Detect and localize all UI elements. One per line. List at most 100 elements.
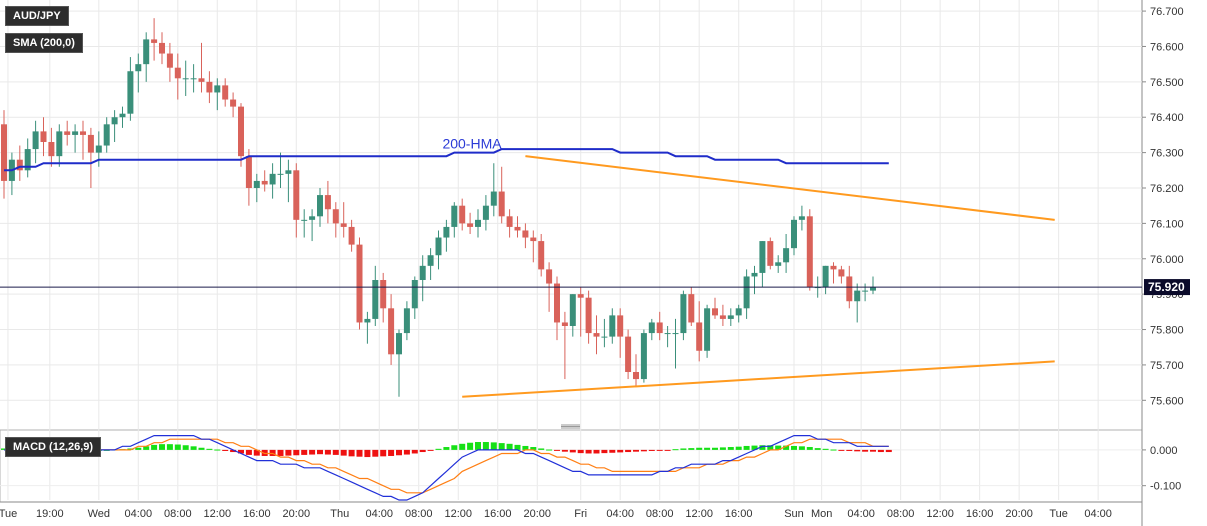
candle-body xyxy=(261,180,268,185)
candle-body xyxy=(838,269,845,277)
candle-body xyxy=(640,333,647,380)
macd-histogram-bar xyxy=(862,449,869,452)
macd-histogram-bar xyxy=(791,445,797,450)
macd-histogram-bar xyxy=(633,449,639,452)
candle-body xyxy=(743,276,750,309)
macd-histogram-bar xyxy=(419,449,426,453)
candle-body xyxy=(95,145,102,153)
macd-histogram-bar xyxy=(648,449,655,451)
candle-body xyxy=(253,180,260,188)
candle-body xyxy=(174,67,181,79)
candle-body xyxy=(135,64,142,72)
macd-histogram-bar xyxy=(759,445,766,450)
candle-body xyxy=(285,170,292,174)
candle-body xyxy=(40,131,47,142)
macd-histogram-bar xyxy=(293,449,300,456)
candle-body xyxy=(309,216,316,220)
candle-body xyxy=(806,216,813,288)
x-tick-label: Wed xyxy=(88,508,110,520)
candle-body xyxy=(396,333,402,355)
hma-annotation: 200-HMA xyxy=(442,136,502,152)
macd-histogram-bar xyxy=(672,449,679,451)
macd-histogram-bar xyxy=(245,449,252,455)
candle-body xyxy=(435,237,442,256)
candle-body xyxy=(854,290,861,302)
candle-body xyxy=(340,223,347,227)
candle-body xyxy=(719,315,726,319)
candle-body xyxy=(127,71,134,114)
candle-body xyxy=(166,53,173,68)
x-tick-label: 04:00 xyxy=(365,508,393,520)
candle-body xyxy=(198,78,205,82)
candle-body xyxy=(554,283,560,323)
candle-body xyxy=(214,85,221,93)
macd-histogram-bar xyxy=(577,449,584,454)
macd-histogram-bar xyxy=(190,446,197,450)
candle-body xyxy=(735,308,742,316)
candle-body xyxy=(688,294,695,323)
macd-histogram-bar xyxy=(482,442,489,450)
x-tick-label: 12:00 xyxy=(204,508,232,520)
macd-histogram-bar xyxy=(356,449,363,457)
y-tick-label: 75.600 xyxy=(1150,395,1184,407)
candle-body xyxy=(80,131,86,135)
macd-histogram-bar xyxy=(332,449,339,455)
candle-body xyxy=(451,205,458,227)
candle-body xyxy=(569,294,576,326)
candle-body xyxy=(759,241,766,273)
x-tick-label: Tue xyxy=(1049,508,1068,520)
candle-body xyxy=(704,308,711,351)
macd-histogram-bar xyxy=(1,448,7,450)
macd-signal-line xyxy=(4,438,889,494)
candle-body xyxy=(561,322,568,326)
candle-body xyxy=(332,209,339,224)
current-price-tag xyxy=(1144,279,1190,296)
macd-histogram-bar xyxy=(135,447,142,450)
candle-body xyxy=(16,159,23,171)
candle-body xyxy=(490,191,497,206)
macd-histogram-bar xyxy=(877,449,884,453)
macd-tick-label: 0.000 xyxy=(1150,445,1178,457)
macd-histogram-bar xyxy=(609,449,616,453)
x-tick-label: 20:00 xyxy=(523,508,551,520)
macd-histogram-bar xyxy=(309,449,316,455)
y-tick-label: 75.700 xyxy=(1150,360,1184,372)
x-tick-label: 16:00 xyxy=(966,508,994,520)
y-tick-label: 76.300 xyxy=(1150,148,1184,160)
macd-histogram-bar xyxy=(522,445,529,450)
candle-body xyxy=(56,131,63,157)
macd-line xyxy=(4,435,889,501)
x-tick-label: 19:00 xyxy=(36,508,64,520)
candle-body xyxy=(593,333,600,337)
candle-body xyxy=(459,205,466,224)
x-tick-label: 04:00 xyxy=(606,508,634,520)
candle-body xyxy=(293,170,300,220)
candle-body xyxy=(482,205,489,220)
macd-histogram-bar xyxy=(443,447,450,450)
candle-body xyxy=(111,117,118,125)
macd-histogram-bar xyxy=(664,449,671,451)
macd-histogram-bar xyxy=(719,447,726,450)
candle-body xyxy=(403,308,410,334)
macd-label: MACD (12,26,9) xyxy=(5,437,102,457)
macd-histogram-bar xyxy=(159,444,165,450)
symbol-label: AUD/JPY xyxy=(5,6,69,26)
candle-body xyxy=(103,124,110,146)
macd-histogram-bar xyxy=(838,449,845,451)
macd-tick-label: -0.100 xyxy=(1150,481,1181,493)
candle-body xyxy=(791,219,797,249)
x-tick-label: 16:00 xyxy=(484,508,512,520)
macd-histogram-bar xyxy=(143,446,150,450)
candle-body xyxy=(775,262,782,266)
macd-histogram-bar xyxy=(751,445,758,450)
grid xyxy=(0,0,1143,526)
candle-body xyxy=(830,265,837,270)
candle-body xyxy=(633,372,639,380)
macd-histogram-bar xyxy=(459,443,466,450)
x-tick-label: 08:00 xyxy=(405,508,433,520)
candle-body xyxy=(411,280,418,309)
macd-histogram-bar xyxy=(166,444,173,450)
x-tick-label: Thu xyxy=(330,508,349,520)
candle-body xyxy=(317,195,323,217)
candle-body xyxy=(546,269,553,284)
